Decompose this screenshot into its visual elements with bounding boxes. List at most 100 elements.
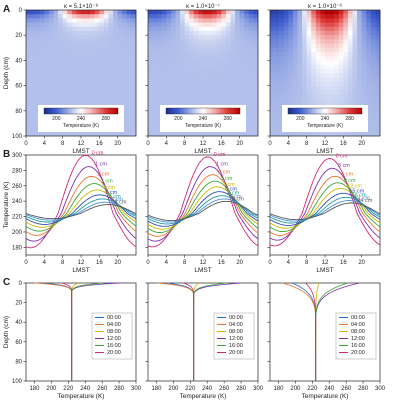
heatmap-cell — [347, 60, 353, 65]
heatmap-cell — [320, 22, 326, 28]
heatmap-cell — [157, 77, 163, 82]
heatmap-cell — [375, 18, 381, 23]
heatmap-cell — [35, 85, 41, 91]
heatmap-cell — [302, 31, 307, 36]
heatmap-cell — [71, 94, 77, 99]
heatmap-cell — [203, 85, 208, 91]
panel-a-2-colorbar-tick: 280 — [223, 116, 232, 122]
heatmap-cell — [334, 22, 340, 28]
heatmap-cell — [352, 18, 358, 23]
heatmap-cell — [126, 56, 132, 61]
heatmap-cell — [357, 47, 362, 53]
heatmap-cell — [270, 22, 275, 28]
heatmap-cell — [180, 68, 185, 74]
heatmap-cell — [361, 68, 367, 74]
panel-c-2-x-tick-label: 280 — [236, 386, 247, 392]
heatmap-cell — [216, 14, 222, 19]
heatmap-cell — [216, 18, 222, 23]
heatmap-cell — [361, 43, 367, 49]
heatmap-cell — [225, 31, 231, 36]
heatmap-cell — [170, 77, 176, 82]
heatmap-cell — [283, 35, 289, 40]
heatmap-cell — [30, 77, 36, 82]
heatmap-cell — [152, 73, 158, 78]
heatmap-cell — [71, 77, 77, 82]
heatmap-cell — [283, 68, 289, 74]
heatmap-cell — [90, 39, 96, 44]
heatmap-cell — [270, 110, 275, 116]
heatmap-cell — [343, 47, 349, 53]
heatmap-cell — [126, 81, 132, 86]
heatmap-cell — [157, 98, 163, 103]
heatmap-cell — [325, 98, 330, 103]
heatmap-cell — [343, 81, 349, 86]
heatmap-cell — [131, 22, 137, 28]
heatmap-cell — [193, 31, 199, 36]
panel-a-3-x-tick-label: 8 — [305, 141, 309, 147]
panel-b-2-x-tick-label: 8 — [183, 260, 187, 266]
heatmap-cell — [239, 102, 245, 107]
heatmap-cell — [297, 77, 303, 82]
heatmap-cell — [48, 43, 54, 49]
heatmap-cell — [103, 60, 109, 65]
heatmap-cell — [166, 77, 172, 82]
heatmap-cell — [297, 35, 303, 40]
heatmap-cell — [370, 81, 376, 86]
heatmap-cell — [35, 47, 41, 53]
heatmap-cell — [302, 43, 307, 49]
panel-c-2-x-axis-label: Temperature (K) — [180, 393, 227, 400]
heatmap-cell — [94, 39, 100, 44]
heatmap-cell — [157, 10, 163, 15]
heatmap-cell — [76, 64, 82, 70]
heatmap-cell — [329, 14, 335, 19]
heatmap-cell — [166, 60, 172, 65]
heatmap-cell — [90, 22, 96, 28]
heatmap-cell — [235, 60, 240, 65]
heatmap-cell — [62, 39, 68, 44]
heatmap-cell — [235, 26, 240, 32]
heatmap-cell — [103, 102, 109, 107]
heatmap-cell — [71, 39, 77, 44]
heatmap-cell — [248, 106, 254, 112]
heatmap-cell — [302, 81, 307, 86]
heatmap-cell — [103, 64, 109, 70]
legend-entry: 08:00 — [229, 329, 243, 335]
heatmap-cell — [35, 123, 41, 128]
panel-c-2: 180 200 220 240 260 280 30000:0004:0008:0012:0… — [145, 282, 264, 400]
heatmap-cell — [361, 31, 367, 36]
heatmap-cell — [35, 127, 41, 133]
panel-a-3-x-tick-label: 0 — [268, 141, 272, 147]
heatmap-cell — [297, 73, 303, 78]
heatmap-cell — [81, 131, 86, 137]
panel-a-1-x-axis-label: LMST — [72, 148, 89, 155]
series-line-21-cm — [269, 200, 381, 222]
heatmap-cell — [235, 77, 240, 82]
heatmap-cell — [53, 68, 59, 74]
heatmap-cell — [81, 85, 86, 91]
heatmap-cell — [44, 39, 50, 44]
heatmap-cell — [311, 18, 317, 23]
heatmap-cell — [370, 56, 376, 61]
heatmap-cell — [279, 94, 285, 99]
heatmap-cell — [113, 68, 118, 74]
heatmap-cell — [352, 73, 358, 78]
heatmap-cell — [270, 98, 275, 103]
heatmap-cell — [297, 18, 303, 23]
heatmap-cell — [253, 102, 259, 107]
heatmap-cell — [85, 73, 91, 78]
panel-b-1-x-tick-label: 0 — [24, 260, 28, 266]
heatmap-cell — [152, 110, 158, 116]
heatmap-cell — [320, 14, 326, 19]
heatmap-cell — [53, 81, 59, 86]
heatmap-cell — [175, 35, 181, 40]
heatmap-cell — [279, 18, 285, 23]
heatmap-cell — [216, 22, 222, 28]
heatmap-cell — [85, 22, 91, 28]
heatmap-cell — [357, 94, 362, 99]
heatmap-cell — [99, 26, 105, 32]
heatmap-cell — [338, 35, 344, 40]
heatmap-cell — [239, 35, 245, 40]
heatmap-cell — [297, 26, 303, 32]
heatmap-cell — [166, 131, 172, 137]
heatmap-cell — [216, 52, 222, 57]
